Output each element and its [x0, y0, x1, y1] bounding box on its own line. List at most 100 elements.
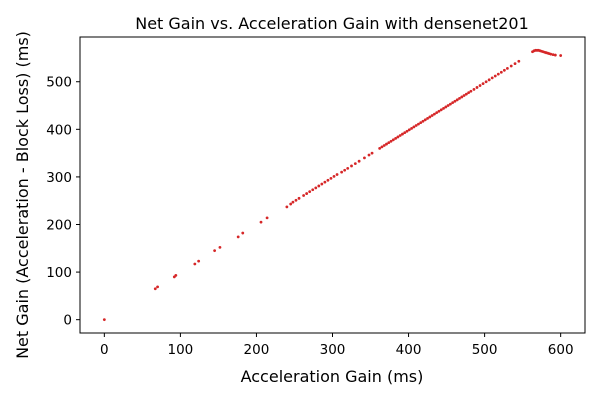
data-point [506, 67, 509, 70]
data-point [487, 78, 491, 82]
data-point [467, 91, 471, 95]
data-point [350, 164, 353, 168]
data-point [490, 76, 494, 80]
data-point [464, 92, 468, 96]
y-tick-label: 500 [46, 75, 72, 91]
data-point [428, 115, 432, 119]
data-point [460, 95, 464, 99]
data-point [458, 96, 461, 100]
x-tick-label: 400 [396, 342, 422, 358]
data-point [305, 192, 309, 195]
data-point [451, 101, 455, 105]
data-point [398, 134, 402, 137]
data-point [153, 287, 157, 291]
data-point [517, 59, 521, 63]
data-point [317, 184, 321, 188]
data-point [559, 54, 563, 57]
y-tick-label: 100 [46, 265, 72, 281]
data-point [291, 200, 295, 204]
data-point [446, 104, 450, 107]
y-tick-label: 200 [46, 217, 72, 233]
data-point [302, 194, 305, 197]
data-point [549, 52, 553, 56]
data-point [367, 153, 371, 157]
data-point [387, 141, 391, 145]
data-point [472, 87, 476, 91]
x-axis: 0 100 200 300 400 500 600 [100, 333, 574, 358]
data-point [394, 136, 398, 140]
data-point [265, 216, 269, 220]
data-point [417, 122, 420, 126]
data-point [380, 145, 384, 149]
data-point [433, 112, 436, 116]
data-point [353, 162, 357, 165]
data-point [323, 180, 327, 184]
data-point [502, 68, 506, 72]
data-point [439, 108, 443, 112]
data-point [475, 86, 479, 89]
data-point [329, 176, 333, 180]
data-point [314, 186, 318, 190]
x-tick-label: 100 [168, 342, 194, 358]
data-point [335, 173, 339, 176]
data-point [430, 114, 434, 117]
data-point [435, 111, 439, 115]
y-tick-label: 300 [46, 170, 72, 186]
data-point [509, 64, 513, 68]
data-point [426, 116, 429, 120]
data-point [421, 119, 425, 123]
data-point [551, 53, 555, 57]
data-point [499, 70, 503, 74]
data-point [403, 131, 407, 135]
data-point [442, 106, 445, 110]
x-axis-label: Acceleration Gain (ms) [241, 367, 424, 386]
data-point [405, 129, 409, 133]
data-point [285, 205, 289, 209]
data-point [414, 124, 418, 127]
data-point [385, 142, 388, 146]
data-point [311, 188, 315, 192]
x-tick-label: 300 [320, 342, 346, 358]
data-point [453, 99, 457, 103]
data-point [412, 125, 416, 129]
data-point [423, 118, 427, 122]
data-point [294, 198, 298, 202]
data-point [437, 109, 441, 113]
y-tick-label: 0 [63, 313, 72, 329]
data-point [297, 196, 301, 200]
data-point [484, 80, 488, 84]
y-tick-label: 400 [46, 122, 72, 138]
data-point [218, 245, 222, 249]
data-point [213, 249, 217, 253]
data-points [102, 48, 563, 322]
data-point [241, 231, 245, 235]
data-point [289, 202, 293, 206]
data-point [462, 94, 466, 97]
data-point [448, 102, 452, 106]
data-point [455, 98, 459, 102]
data-point [469, 89, 473, 93]
chart-title: Net Gain vs. Acceleration Gain with dens… [135, 14, 529, 33]
data-point [357, 159, 361, 163]
data-point [259, 220, 263, 224]
data-point [419, 121, 423, 125]
data-point [513, 62, 517, 66]
data-point [481, 82, 485, 86]
data-point [401, 132, 404, 136]
data-point [391, 138, 395, 142]
data-point [410, 126, 413, 130]
data-point [396, 135, 400, 139]
data-point [193, 262, 197, 266]
data-point [496, 72, 500, 76]
data-point [478, 84, 482, 87]
data-point [102, 318, 106, 322]
x-tick-label: 0 [100, 342, 109, 358]
x-tick-label: 600 [548, 342, 574, 358]
data-point [343, 168, 347, 172]
data-point [444, 105, 448, 109]
data-point [308, 190, 312, 194]
x-tick-label: 500 [472, 342, 498, 358]
data-point [320, 182, 324, 186]
data-point [340, 170, 344, 174]
